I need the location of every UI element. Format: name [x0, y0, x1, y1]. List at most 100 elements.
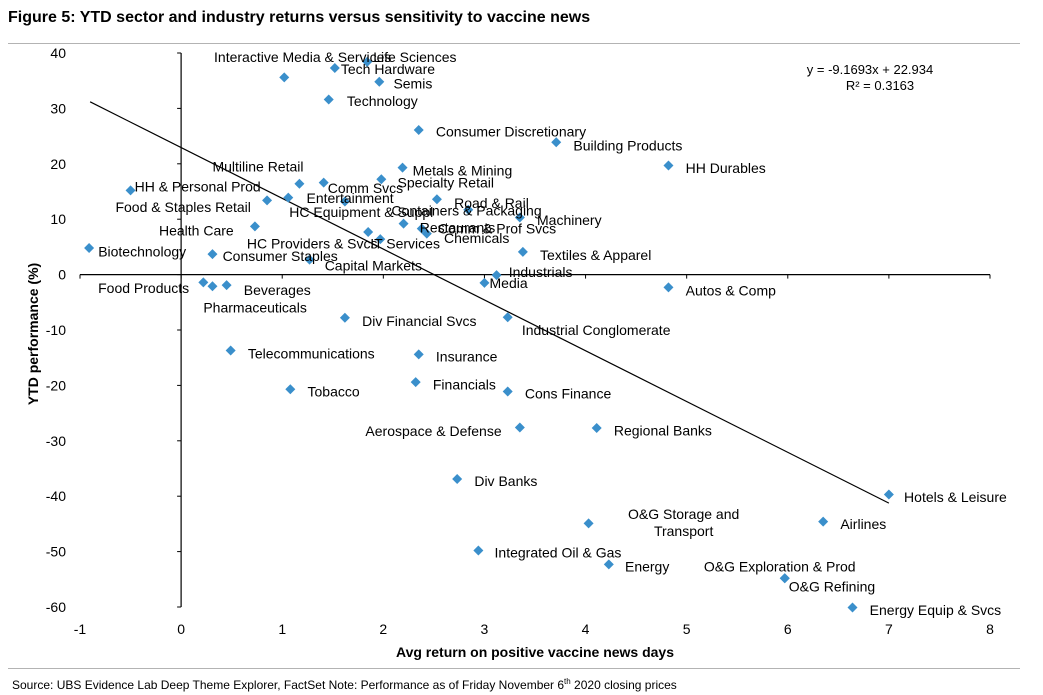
point-hc-equipment-and-suppl [283, 192, 294, 203]
point-technology [323, 94, 334, 105]
point-media [479, 277, 490, 288]
label-oandg-storage-and-transport: O&G Storage and Transport [628, 506, 739, 539]
title-divider [8, 43, 1020, 44]
label-div-financial-svcs: Div Financial Svcs [362, 313, 476, 329]
label-airlines: Airlines [840, 516, 886, 532]
point-food-products [198, 277, 209, 288]
label-building-products: Building Products [573, 138, 682, 154]
x-tick-label: 3 [481, 621, 489, 637]
point-multiline-retail [294, 178, 305, 189]
x-axis-title: Avg return on positive vaccine news days [396, 644, 674, 660]
y-tick-label: 0 [58, 267, 66, 283]
point-telecommunications [225, 345, 236, 356]
label-energy: Energy [625, 559, 669, 575]
label-regional-banks: Regional Banks [614, 422, 712, 438]
figure-title: Figure 5: YTD sector and industry return… [8, 9, 591, 26]
x-tick-label: 5 [683, 621, 691, 637]
label-chemicals: Chemicals [444, 230, 509, 246]
y-tick-label: -50 [46, 544, 66, 560]
data-points [84, 56, 894, 613]
label-hh-durables: HH Durables [686, 160, 766, 176]
x-tick-label: 1 [278, 621, 286, 637]
label-consumer-staples: Consumer Staples [223, 248, 338, 264]
label-tech-hardware: Tech Hardware [341, 61, 435, 77]
label-consumer-discretionary: Consumer Discretionary [436, 124, 586, 140]
point-hh-and-personal-prod [125, 185, 136, 196]
label-it-services: IT Services [370, 236, 440, 252]
y-tick-label: 40 [50, 45, 66, 61]
label-div-banks: Div Banks [474, 473, 537, 489]
point-capital-markets [304, 254, 315, 265]
label-oandg-refining: O&G Refining [789, 579, 875, 595]
point-industrials [491, 270, 502, 281]
label-technology: Technology [347, 93, 418, 109]
point-tech-hardware [329, 62, 340, 73]
label-financials: Financials [433, 376, 496, 392]
label-comm-svcs: Comm Svcs [328, 180, 403, 196]
point-comm-and-prof-svcs [416, 223, 427, 234]
point-tobacco [285, 384, 296, 395]
label-integrated-oil-and-gas: Integrated Oil & Gas [495, 545, 622, 561]
point-machinery [514, 212, 525, 223]
label-tobacco: Tobacco [308, 383, 360, 399]
y-tick-label: -30 [46, 433, 66, 449]
point-comm-svcs [318, 177, 329, 188]
label-comm-and-prof-svcs: Comm & Prof Svcs [438, 221, 556, 237]
source-divider [8, 668, 1020, 669]
point-energy-equip-and-svcs [847, 602, 858, 613]
label-aerospace-and-defense: Aerospace & Defense [365, 423, 501, 439]
point-hotels-and-leisure [883, 489, 894, 500]
label-industrial-conglomerate: Industrial Conglomerate [522, 322, 671, 338]
label-capital-markets: Capital Markets [325, 258, 422, 274]
point-airlines [818, 516, 829, 527]
label-containers-and-packaging: Containers & Packaging [391, 202, 541, 218]
point-consumer-discretionary [413, 125, 424, 136]
point-pharmaceuticals [207, 281, 218, 292]
label-cons-finance: Cons Finance [525, 386, 612, 402]
label-food-products: Food Products [98, 280, 189, 296]
point-biotechnology [84, 243, 95, 254]
y-tick-label: -40 [46, 488, 66, 504]
point-integrated-oil-and-gas [473, 545, 484, 556]
label-interactive-media-and-services: Interactive Media & Services [214, 49, 391, 65]
y-tick-label: 10 [50, 211, 66, 227]
x-tick-label: 0 [177, 621, 185, 637]
label-metals-and-mining: Metals & Mining [413, 162, 513, 178]
source-superscript: th [564, 677, 571, 686]
point-oandg-refining [779, 573, 790, 584]
point-road-and-rail [431, 194, 442, 205]
point-insurance [413, 349, 424, 360]
label-autos-and-comp: Autos & Comp [686, 283, 776, 299]
label-pharmaceuticals: Pharmaceuticals [203, 299, 307, 315]
trendline [89, 101, 890, 504]
point-oandg-storage-and-transport [583, 518, 594, 529]
point-metals-and-mining [397, 162, 408, 173]
point-autos-and-comp [663, 282, 674, 293]
point-life-sciences [362, 56, 373, 67]
point-consumer-staples [207, 249, 218, 260]
trendline-equation: y = -9.1693x + 22.934 [807, 62, 933, 77]
point-aerospace-and-defense [514, 422, 525, 433]
label-specialty-retail: Specialty Retail [397, 175, 494, 191]
label-hh-and-personal-prod: HH & Personal Prod [135, 179, 261, 195]
y-tick-label: -60 [46, 599, 66, 615]
label-machinery: Machinery [537, 212, 602, 228]
point-interactive-media-and-services [279, 72, 290, 83]
x-tick-label: 8 [986, 621, 994, 637]
source-text: Source: UBS Evidence Lab Deep Theme Expl… [12, 678, 565, 692]
label-road-and-rail: Road & Rail [454, 195, 529, 211]
y-tick-label: -20 [46, 377, 66, 393]
y-axis-title: YTD performance (%) [25, 263, 41, 405]
label-multiline-retail: Multiline Retail [212, 159, 303, 175]
label-life-sciences: Life Sciences [373, 49, 456, 65]
point-energy [603, 559, 614, 570]
point-financials [410, 377, 421, 388]
point-food-and-staples-retail [262, 195, 273, 206]
label-insurance: Insurance [436, 349, 498, 365]
point-regional-banks [591, 423, 602, 434]
point-beverages [221, 280, 232, 291]
label-food-and-staples-retail: Food & Staples Retail [115, 199, 250, 215]
point-chemicals [421, 228, 432, 239]
point-div-banks [452, 474, 463, 485]
